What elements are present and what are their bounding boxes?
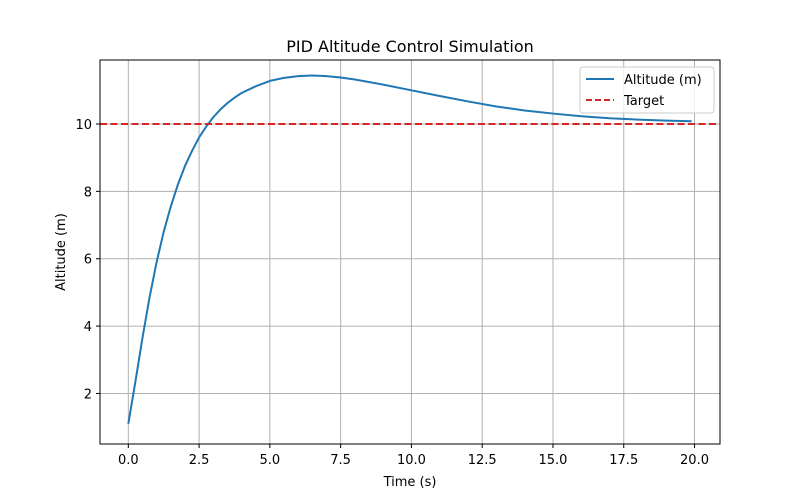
- legend-label-target: Target: [623, 94, 664, 109]
- x-tick-label: 17.5: [609, 453, 638, 468]
- y-tick-label: 6: [84, 253, 92, 268]
- x-tick-label: 10.0: [397, 453, 426, 468]
- x-tick-label: 15.0: [538, 453, 567, 468]
- x-tick-label: 7.5: [330, 453, 351, 468]
- plot-area-frame: [99, 59, 721, 445]
- x-tick-label: 5.0: [260, 453, 281, 468]
- x-tick-label: 2.5: [189, 453, 210, 468]
- chart-title: PID Altitude Control Simulation: [286, 37, 534, 56]
- x-tick-label: 20.0: [680, 453, 709, 468]
- legend: Altitude (m) Target: [579, 66, 715, 114]
- y-tick-label: 4: [84, 320, 92, 335]
- y-tick-label: 2: [84, 387, 92, 402]
- grid-lines: [100, 60, 720, 444]
- x-axis-ticks: 0.0 2.5 5.0 7.5 10.0 12.5 15.0 17.5 20.0: [118, 444, 709, 468]
- plot-series: [100, 74, 720, 424]
- x-tick-label: 0.0: [118, 453, 139, 468]
- altitude-line: [127, 74, 692, 424]
- y-axis-ticks: 2 4 6 8 10: [75, 118, 100, 402]
- x-axis-label: Time (s): [383, 475, 437, 490]
- y-tick-label: 8: [84, 185, 92, 200]
- y-tick-label: 10: [75, 118, 92, 133]
- y-axis-label: Altitude (m): [54, 213, 69, 291]
- x-tick-label: 12.5: [468, 453, 497, 468]
- legend-label-altitude: Altitude (m): [624, 73, 702, 88]
